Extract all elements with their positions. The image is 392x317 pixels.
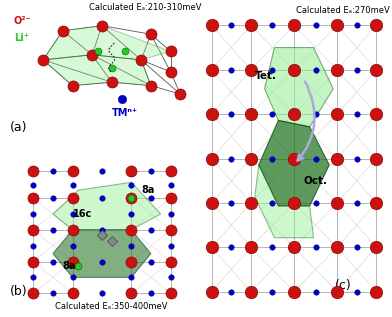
Polygon shape [53,230,151,277]
Text: 8a: 8a [63,262,76,271]
Polygon shape [255,165,314,238]
Text: Calculated Eₐ:210-310meV: Calculated Eₐ:210-310meV [89,3,201,12]
Text: 16c: 16c [73,209,92,219]
Text: Li⁺: Li⁺ [14,33,29,43]
Text: Calculated Eₐ:350-400meV: Calculated Eₐ:350-400meV [56,302,168,311]
Text: Tet.: Tet. [255,71,277,81]
Text: Oct.: Oct. [304,176,328,186]
Text: 8a: 8a [141,185,154,195]
Text: O²⁻: O²⁻ [14,16,31,26]
Text: (c): (c) [335,279,351,292]
Polygon shape [259,120,329,206]
Text: (a): (a) [10,120,27,133]
Polygon shape [43,26,171,60]
Text: (b): (b) [10,285,27,298]
Text: Calculated Eₐ:270meV: Calculated Eₐ:270meV [296,6,390,15]
Text: TMⁿ⁺: TMⁿ⁺ [112,108,138,118]
Polygon shape [53,182,161,230]
Polygon shape [265,48,333,127]
Polygon shape [43,55,151,86]
